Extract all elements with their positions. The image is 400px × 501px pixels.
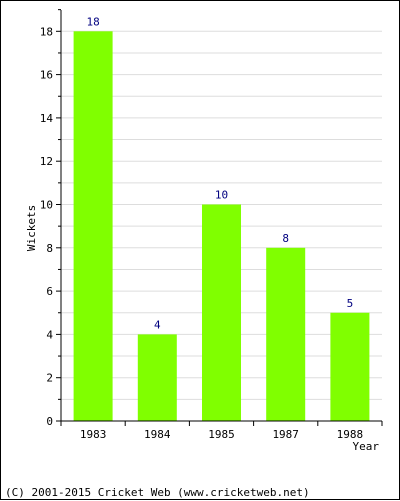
x-tick-label: 1984 bbox=[144, 428, 171, 441]
y-axis-title: Wickets bbox=[25, 205, 38, 251]
labels: 0 2 4 6 8 10 12 14 16 18 18 1983 4 1984 10 1985 8 1987 5 19… bbox=[40, 15, 363, 441]
y-tick-label: 4 bbox=[46, 328, 53, 341]
bar bbox=[266, 247, 306, 421]
data-label: 18 bbox=[86, 15, 99, 28]
y-tick-label: 6 bbox=[46, 285, 53, 298]
y-tick-label: 10 bbox=[40, 199, 53, 212]
data-label: 10 bbox=[215, 189, 228, 202]
bars bbox=[73, 31, 370, 422]
x-axis-title: Year bbox=[353, 440, 380, 453]
x-tick-label: 1985 bbox=[208, 428, 235, 441]
data-label: 4 bbox=[154, 318, 161, 331]
bar bbox=[202, 204, 241, 421]
y-tick-label: 8 bbox=[46, 242, 53, 255]
bar bbox=[137, 334, 177, 421]
x-tick-label: 1987 bbox=[272, 428, 299, 441]
x-tick-label: 1983 bbox=[80, 428, 107, 441]
grid-lines bbox=[61, 30, 382, 400]
copyright-footer: (C) 2001-2015 Cricket Web (www.cricketwe… bbox=[5, 486, 310, 499]
axes bbox=[56, 9, 383, 426]
bar bbox=[73, 31, 113, 422]
y-tick-label: 18 bbox=[40, 25, 53, 38]
y-tick-label: 12 bbox=[40, 155, 53, 168]
y-tick-label: 14 bbox=[40, 112, 54, 125]
bar bbox=[330, 312, 370, 421]
data-label: 5 bbox=[347, 297, 354, 310]
y-tick-label: 2 bbox=[46, 372, 53, 385]
y-tick-label: 0 bbox=[46, 415, 53, 428]
data-label: 8 bbox=[282, 232, 289, 245]
x-tick-label: 1988 bbox=[337, 428, 364, 441]
y-tick-label: 16 bbox=[40, 69, 53, 82]
